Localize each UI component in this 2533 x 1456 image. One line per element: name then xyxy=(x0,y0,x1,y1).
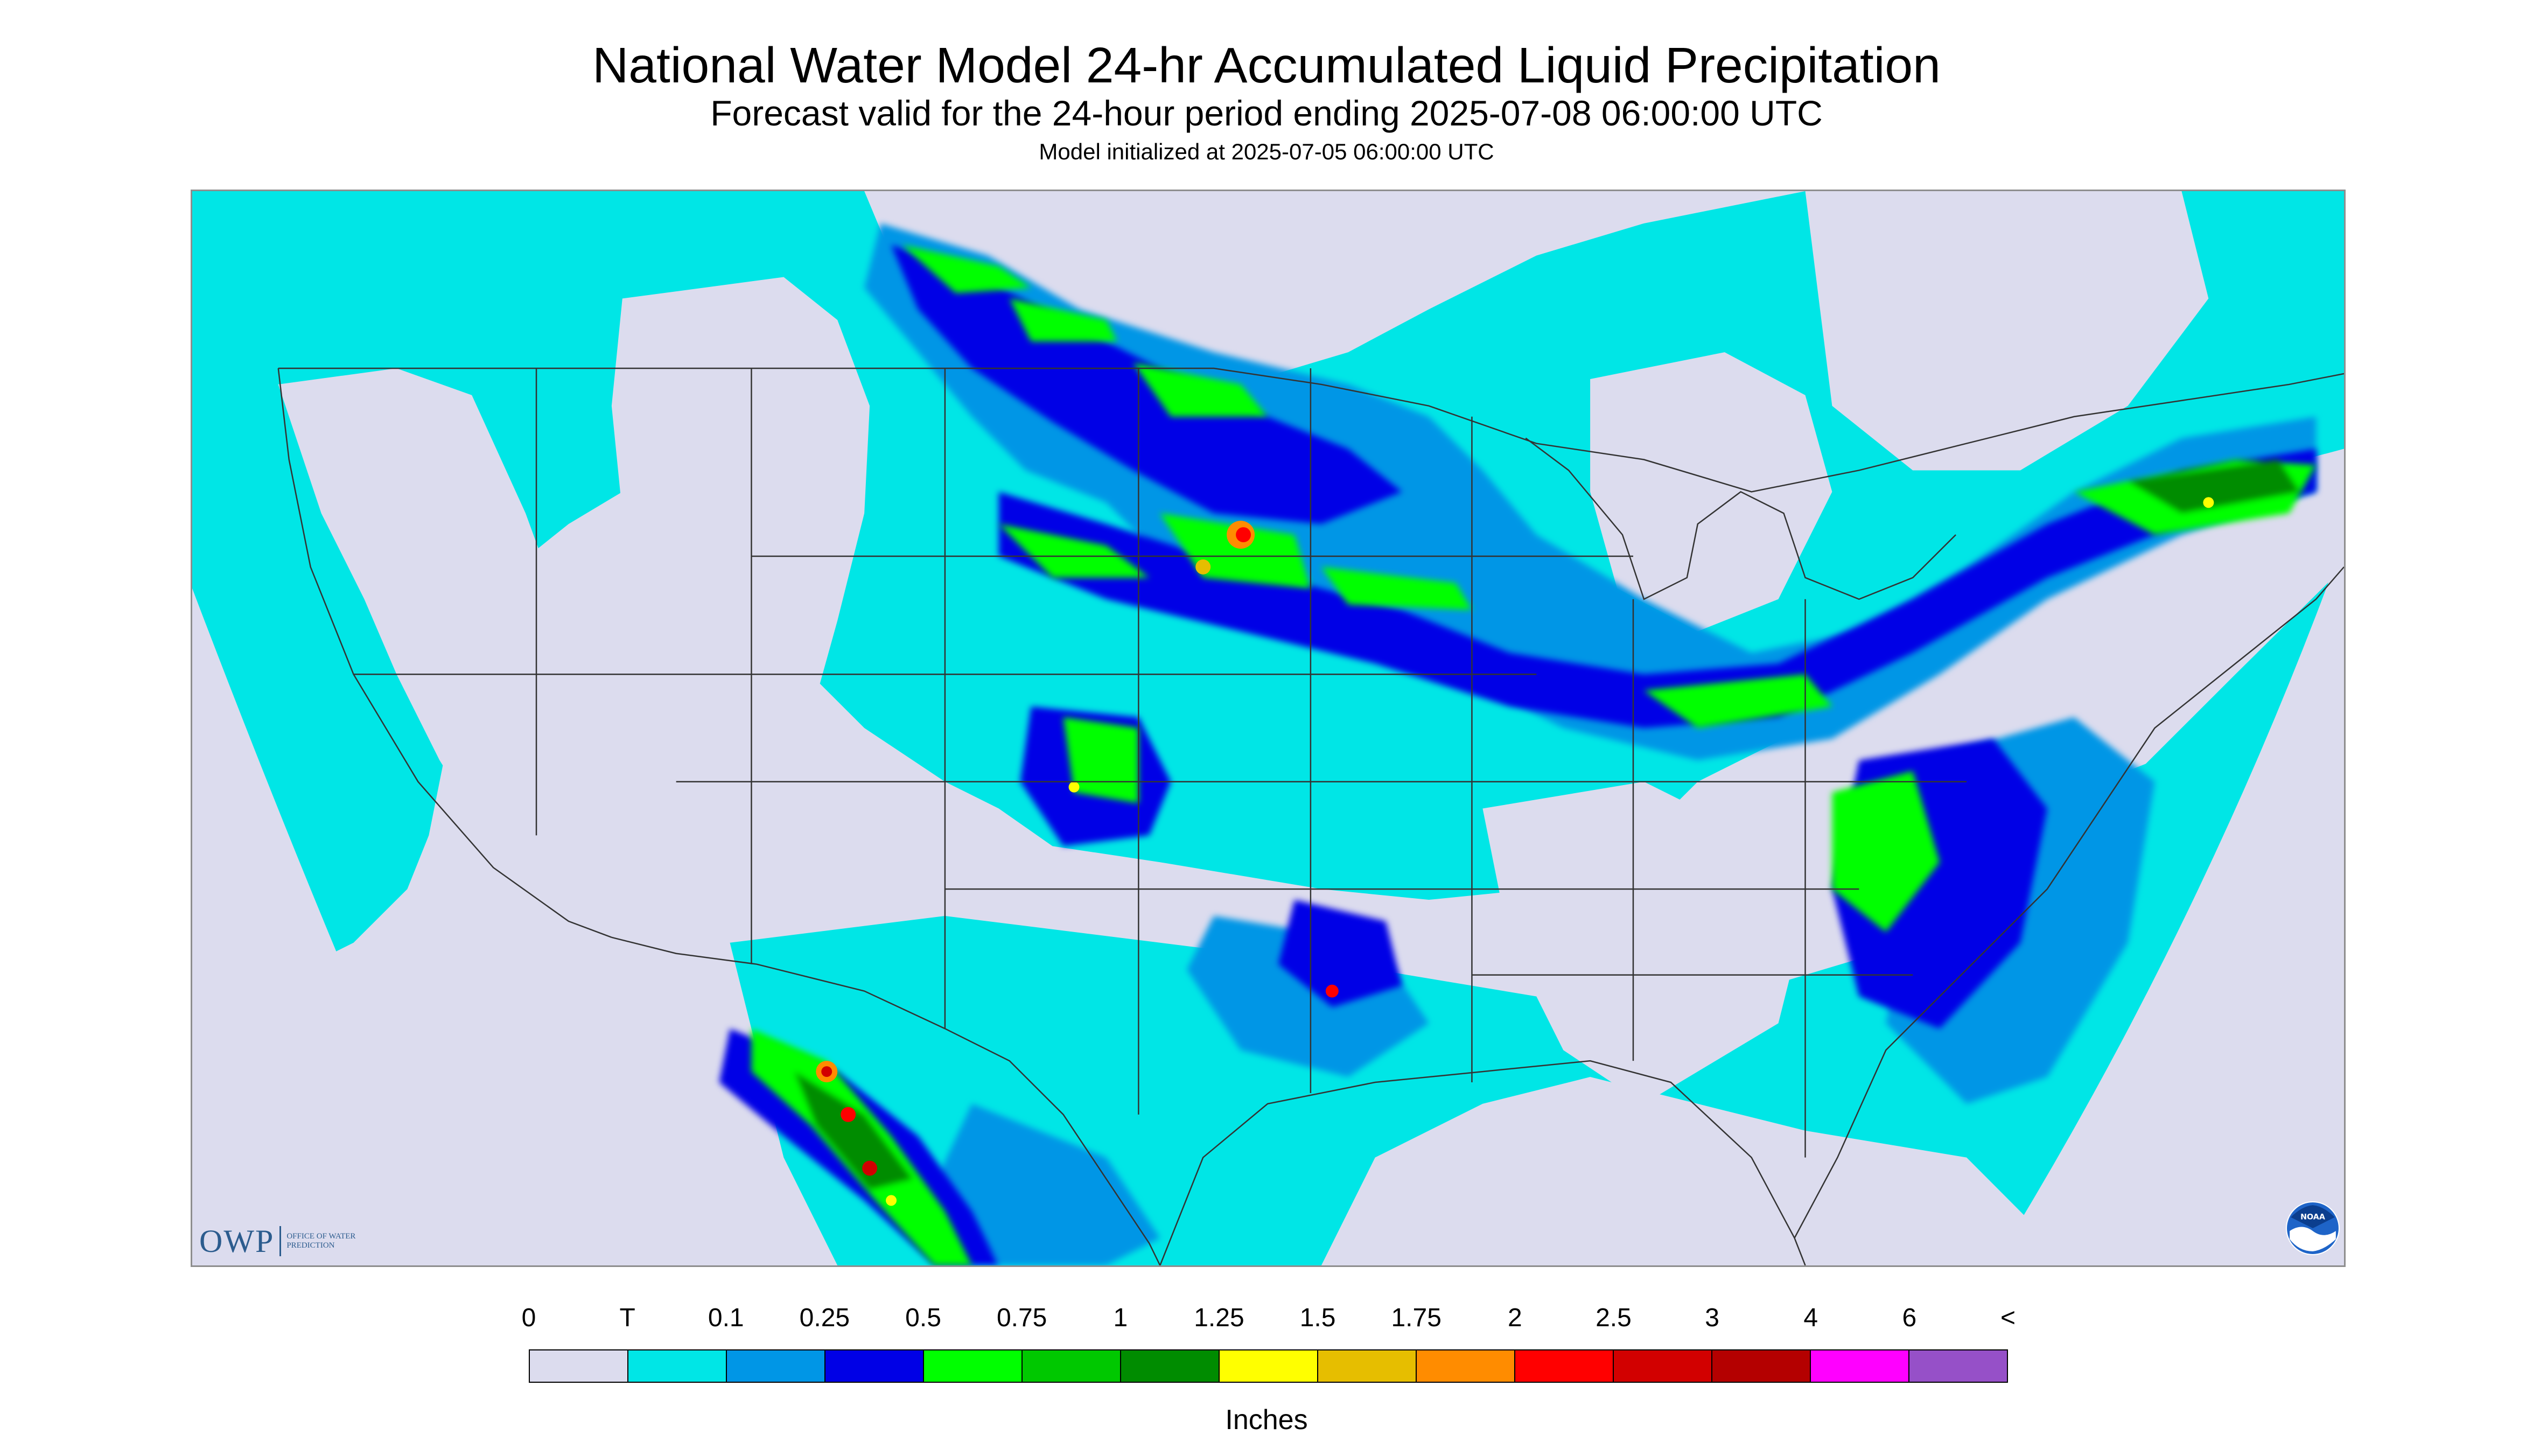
legend-tick-label: 0 xyxy=(521,1304,536,1332)
coastline-west xyxy=(277,368,612,938)
legend-tick-label: T xyxy=(619,1304,635,1332)
forecast-valid-subtitle: Forecast valid for the 24-hour period en… xyxy=(710,93,1823,133)
legend-tick-label: 2 xyxy=(1507,1304,1522,1332)
page-title: National Water Model 24-hr Accumulated L… xyxy=(592,37,1941,93)
legend-swatch xyxy=(530,1350,628,1382)
noaa-logo-text: NOAA xyxy=(2300,1213,2325,1222)
owp-logo: OWP OFFICE OF WATER PREDICTION xyxy=(199,1222,367,1260)
owp-logo-text: OWP xyxy=(199,1223,275,1259)
legend-tick-label: 6 xyxy=(1902,1304,1917,1332)
us-canada-border xyxy=(278,367,2344,493)
legend-swatch xyxy=(727,1350,825,1382)
legend-tick-label: 0.75 xyxy=(996,1304,1047,1332)
boundaries xyxy=(277,367,2344,1265)
coastline-gulf xyxy=(1159,1060,1806,1265)
legend-swatch xyxy=(1909,1350,2007,1382)
legend-swatch xyxy=(1220,1350,1318,1382)
us-mexico-border xyxy=(611,936,1161,1265)
legend-swatch xyxy=(1712,1350,1811,1382)
legend-swatch xyxy=(1515,1350,1614,1382)
legend-swatch xyxy=(1811,1350,1909,1382)
legend-swatch xyxy=(1023,1350,1121,1382)
precipitation-map-canvas xyxy=(192,191,2344,1265)
legend-tick-label: 2.5 xyxy=(1596,1304,1632,1332)
legend-tick-label: 1.75 xyxy=(1391,1304,1442,1332)
legend-colorbar xyxy=(529,1349,2008,1383)
legend-tick-label: 0.1 xyxy=(708,1304,744,1332)
legend-tick-label: 1.5 xyxy=(1299,1304,1336,1332)
precip-heavy-layer xyxy=(816,497,2214,1206)
legend-tick-label: 0.25 xyxy=(799,1304,850,1332)
owp-logo-divider xyxy=(279,1226,282,1256)
model-init-caption: Model initialized at 2025-07-05 06:00:00… xyxy=(1039,139,1494,164)
legend-tick-label: < xyxy=(2000,1304,2016,1332)
legend-swatch xyxy=(1121,1350,1220,1382)
legend-swatch xyxy=(1417,1350,1515,1382)
legend-tick-label: 4 xyxy=(1803,1304,1818,1332)
legend-tick-label: 3 xyxy=(1705,1304,1719,1332)
legend-swatch xyxy=(1318,1350,1417,1382)
precipitation-map xyxy=(191,190,2346,1267)
outside-domain-mask xyxy=(192,191,2344,1265)
great-lakes xyxy=(1525,437,1956,600)
legend-units-label: Inches xyxy=(1225,1404,1308,1436)
owp-logo-subtext: OFFICE OF WATER PREDICTION xyxy=(286,1232,356,1250)
coastline-east xyxy=(1794,566,2344,1238)
legend-swatch xyxy=(825,1350,924,1382)
legend-swatch xyxy=(628,1350,727,1382)
legend-swatch xyxy=(924,1350,1023,1382)
legend-tick-label: 0.5 xyxy=(905,1304,941,1332)
legend-swatch xyxy=(1614,1350,1712,1382)
legend-tick-label: 1.25 xyxy=(1194,1304,1244,1332)
noaa-logo-icon: NOAA xyxy=(2286,1201,2340,1255)
legend-tick-label: 1 xyxy=(1113,1304,1128,1332)
precip-0-5-layer xyxy=(751,244,2317,1265)
